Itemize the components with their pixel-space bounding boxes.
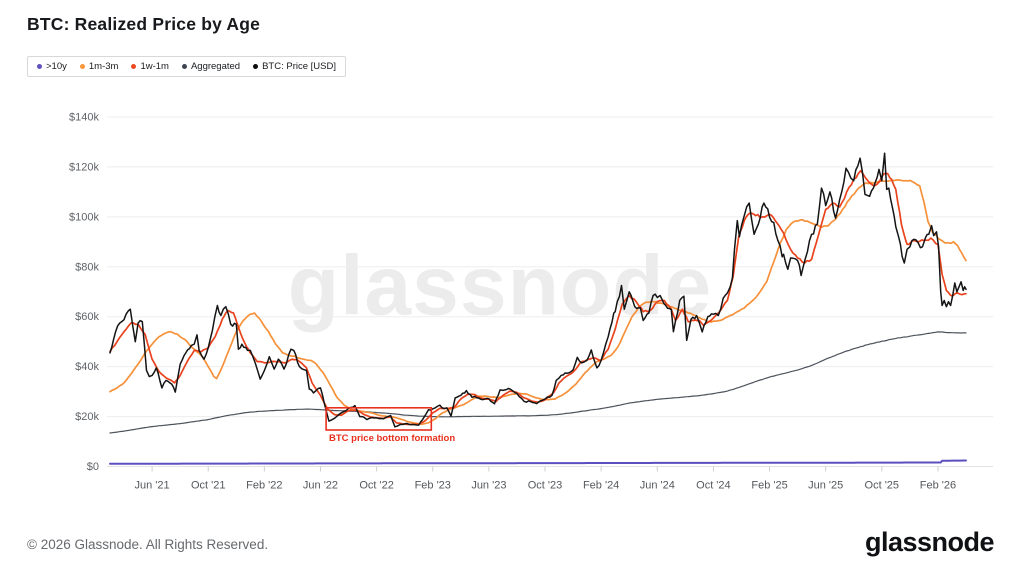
chart-legend: >10y 1m-3m 1w-1m Aggregated BTC: Price [USD]	[27, 56, 346, 77]
svg-text:$120k: $120k	[69, 161, 99, 173]
legend-dot	[181, 64, 187, 69]
svg-text:$80k: $80k	[75, 261, 99, 273]
legend-item--10y[interactable]: >10y	[37, 61, 67, 72]
svg-text:Feb '24: Feb '24	[583, 480, 619, 492]
x-axis-labels: Jun '21 Oct '21 Feb '22 Jun '22 Oct '22 Feb '…	[135, 466, 956, 492]
series--10y	[109, 459, 967, 465]
annotation-label: BTC price bottom formation	[329, 433, 456, 444]
legend-label: Aggregated	[190, 61, 241, 72]
legend-label: 1m-3m	[88, 61, 119, 72]
svg-text:Feb '22: Feb '22	[246, 480, 282, 492]
legend-dot	[131, 64, 137, 69]
annotation-box	[325, 406, 433, 431]
svg-text:Oct '23: Oct '23	[528, 480, 563, 492]
legend-dot	[253, 64, 259, 69]
series-btc-price-usd-	[109, 152, 967, 428]
svg-text:Feb '26: Feb '26	[920, 480, 956, 492]
svg-text:Jun '25: Jun '25	[808, 480, 843, 492]
series-aggregated	[109, 331, 967, 434]
svg-text:Feb '23: Feb '23	[415, 480, 451, 492]
legend-label: BTC: Price [USD]	[262, 61, 336, 72]
legend-item-btc-price-usd-[interactable]: BTC: Price [USD]	[253, 61, 336, 72]
svg-text:Jun '22: Jun '22	[303, 480, 338, 492]
page-title: BTC: Realized Price by Age	[27, 14, 261, 34]
legend-item-aggregated[interactable]: Aggregated	[181, 61, 241, 72]
svg-text:Jun '23: Jun '23	[471, 480, 506, 492]
series-1m-3m	[109, 179, 967, 426]
legend-item-1w-1m[interactable]: 1w-1m	[131, 61, 169, 72]
legend-item-1m-3m[interactable]: 1m-3m	[79, 61, 119, 72]
legend-dot	[79, 64, 85, 69]
svg-text:$0: $0	[87, 461, 99, 473]
svg-text:Oct '24: Oct '24	[696, 480, 731, 492]
copyright-text: © 2026 Glassnode. All Rights Reserved.	[27, 537, 269, 552]
legend-dot	[37, 64, 42, 69]
y-axis-labels: $0 $20k $40k $60k $80k $100k $120k $140k	[69, 112, 99, 474]
svg-text:$60k: $60k	[75, 311, 99, 323]
svg-text:$140k: $140k	[69, 112, 99, 124]
svg-text:$20k: $20k	[75, 411, 99, 423]
svg-text:$100k: $100k	[69, 211, 99, 223]
glassnode-logo: glassnode	[864, 527, 995, 557]
svg-text:Oct '25: Oct '25	[865, 480, 900, 492]
svg-text:Jun '24: Jun '24	[640, 480, 675, 492]
svg-text:Oct '21: Oct '21	[191, 480, 226, 492]
svg-text:Jun '21: Jun '21	[135, 480, 170, 492]
grid	[107, 116, 993, 467]
legend-label: >10y	[46, 61, 67, 72]
svg-text:$40k: $40k	[75, 361, 99, 373]
legend-label: 1w-1m	[140, 61, 169, 72]
svg-text:Oct '22: Oct '22	[359, 480, 394, 492]
svg-text:Feb '25: Feb '25	[751, 480, 787, 492]
